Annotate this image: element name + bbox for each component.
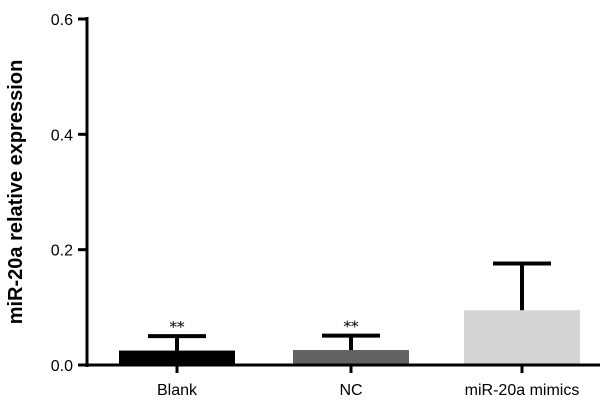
bar-2 xyxy=(464,310,580,365)
significance-label-0: ** xyxy=(170,318,186,336)
y-tick-label-0: 0.0 xyxy=(51,358,73,375)
y-axis-title: miR-20a relative expression xyxy=(5,60,27,325)
y-tick-label-3: 0.6 xyxy=(51,12,73,29)
significance-label-1: ** xyxy=(344,318,360,336)
y-tick-label-2: 0.4 xyxy=(51,127,73,144)
bar-1 xyxy=(293,350,409,365)
x-category-label-0: Blank xyxy=(157,382,198,399)
x-category-label-1: NC xyxy=(339,382,362,399)
x-category-label-2: miR-20a mimics xyxy=(465,382,580,399)
y-tick-label-1: 0.2 xyxy=(51,243,73,260)
bar-0 xyxy=(119,350,235,365)
plot-area: ** ** 0.0 0.2 0.4 0.6 Blank NC miR-20a mimics xyxy=(51,12,600,399)
